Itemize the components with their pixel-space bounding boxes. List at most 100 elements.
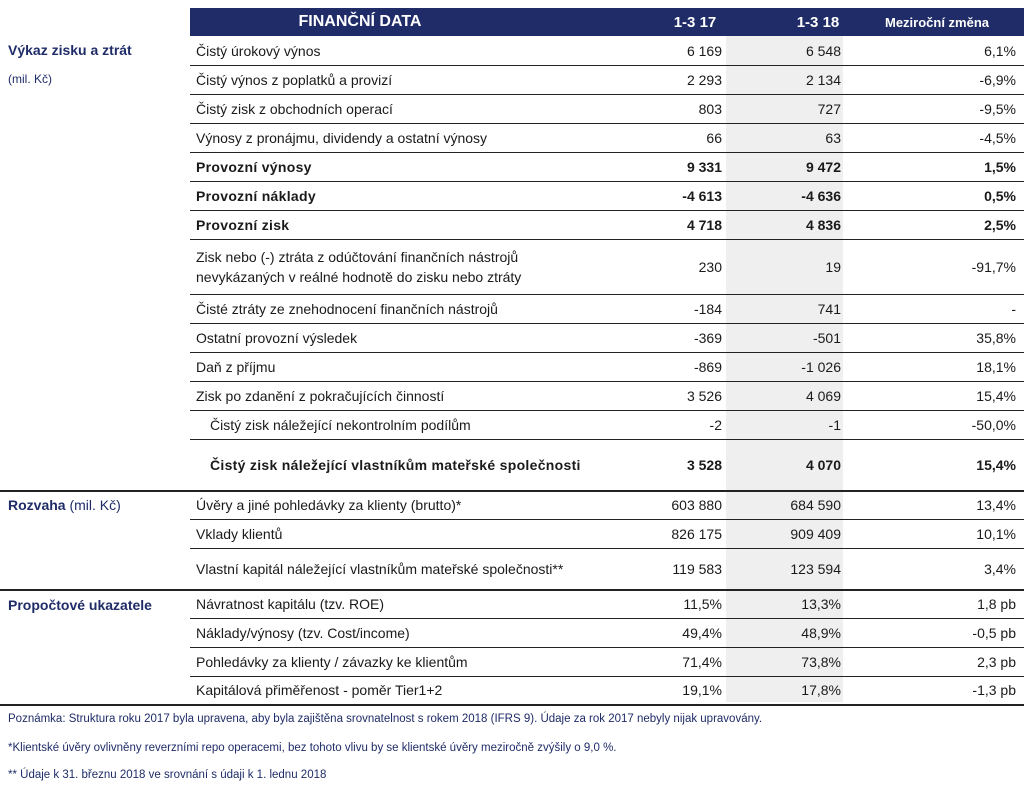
row-divider — [190, 352, 1024, 353]
value-change: -9,5% — [979, 100, 1016, 117]
header-title: FINANČNÍ DATA — [190, 8, 530, 36]
section-divider — [0, 490, 1024, 492]
value-2018: -501 — [812, 329, 841, 346]
table-row: Provozní náklady -4 613 -4 636 0,5% — [190, 181, 1024, 211]
value-change: 15,4% — [976, 387, 1016, 404]
section-pl-title: Výkaz zisku a ztrát — [8, 42, 132, 58]
value-2017: 230 — [698, 258, 722, 275]
value-2018: 63 — [825, 129, 841, 146]
value-2017: 3 526 — [686, 387, 722, 404]
value-2018: 9 472 — [805, 158, 841, 175]
value-2018: 2 134 — [805, 71, 841, 88]
table-row: Čistý výnos z poplatků a provizí 2 293 2 1… — [190, 65, 1024, 95]
value-change: 6,1% — [984, 42, 1016, 59]
value-2017: 6 169 — [686, 42, 722, 59]
value-2017: 4 718 — [686, 216, 722, 233]
row-divider — [190, 123, 1024, 124]
value-2018: 48,9% — [801, 624, 841, 641]
row-label: Provozní zisk — [196, 216, 290, 233]
value-change: 13,4% — [976, 496, 1016, 513]
value-2018: 684 590 — [790, 496, 841, 513]
table-row: Vlastní kapitál náležející vlastníkům ma… — [190, 548, 1024, 590]
table-row: Provozní výnosy 9 331 9 472 1,5% — [190, 152, 1024, 182]
section-bs-unit: (mil. Kč) — [69, 497, 121, 513]
table-row: Čistý úrokový výnos 6 169 6 548 6,1% — [190, 36, 1024, 66]
row-label: Zisk nebo (-) ztráta z odúčtování finanč… — [196, 248, 522, 285]
section-bs-title: Rozvaha (mil. Kč) — [8, 497, 121, 513]
table-row: Náklady/výnosy (tzv. Cost/income) 49,4% 48… — [190, 618, 1024, 648]
value-2017: 826 175 — [671, 525, 722, 542]
value-change: 18,1% — [976, 358, 1016, 375]
row-label: Ostatní provozní výsledek — [196, 329, 358, 346]
row-divider — [190, 210, 1024, 211]
value-change: -50,0% — [971, 416, 1016, 433]
value-change: -6,9% — [979, 71, 1016, 88]
value-change: 2,3 pb — [977, 653, 1016, 670]
value-change: -1,3 pb — [972, 682, 1016, 698]
row-divider — [190, 294, 1024, 295]
row-label: Zisk po zdanění z pokračujících činností — [196, 387, 445, 404]
row-label: Daň z příjmu — [196, 358, 276, 375]
value-change: 15,4% — [976, 456, 1016, 473]
row-divider — [190, 181, 1024, 182]
value-2018: 123 594 — [790, 560, 841, 577]
note-1: Poznámka: Struktura roku 2017 byla uprav… — [8, 713, 763, 725]
row-divider — [190, 239, 1024, 240]
value-2018: 73,8% — [801, 653, 841, 670]
value-2017: 49,4% — [682, 624, 722, 641]
value-2017: 3 528 — [686, 456, 722, 473]
note-3: ** Údaje k 31. březnu 2018 ve srovnání s… — [8, 769, 327, 781]
header-col-change: Meziroční změna — [862, 8, 1012, 36]
value-2017: -4 613 — [682, 187, 722, 204]
section-bs-name: Rozvaha — [8, 497, 66, 513]
value-2018: 4 070 — [805, 456, 841, 473]
value-2017: -369 — [693, 329, 722, 346]
value-2017: 11,5% — [683, 595, 722, 612]
value-change: 1,8 pb — [977, 595, 1016, 612]
col-2018-shade — [726, 36, 843, 702]
value-2018: 19 — [825, 258, 841, 275]
table-row: Zisk nebo (-) ztráta z odúčtování finanč… — [190, 239, 1024, 295]
table-row: Ostatní provozní výsledek -369 -501 35,8% — [190, 323, 1024, 353]
table-row: Kapitálová přiměřenost - poměr Tier1+2 19… — [190, 676, 1024, 705]
table-row: Pohledávky za klienty / závazky ke klien… — [190, 647, 1024, 677]
value-2017: 19,1% — [682, 682, 722, 698]
value-change: 2,5% — [984, 216, 1016, 233]
value-2017: 71,4% — [682, 653, 722, 670]
table-row: Výnosy z pronájmu, dividendy a ostatní v… — [190, 123, 1024, 153]
value-2018: -1 — [828, 416, 841, 433]
value-2018: -4 636 — [801, 187, 841, 204]
row-divider — [190, 323, 1024, 324]
row-divider — [190, 439, 1024, 440]
section-pl-unit: (mil. Kč) — [8, 72, 52, 86]
value-2018: 13,3% — [801, 595, 841, 612]
row-label: Výnosy z pronájmu, dividendy a ostatní v… — [196, 129, 488, 146]
value-2017: 2 293 — [686, 71, 722, 88]
row-divider — [190, 618, 1024, 619]
row-label: Provozní výnosy — [196, 158, 312, 175]
value-change: -91,7% — [971, 258, 1016, 275]
value-change: 10,1% — [976, 525, 1016, 542]
row-divider — [190, 676, 1024, 677]
table-row: Čistý zisk z obchodních operací 803 727 -9,… — [190, 94, 1024, 124]
table-row: Daň z příjmu -869 -1 026 18,1% — [190, 352, 1024, 382]
row-divider — [190, 548, 1024, 549]
value-change: 0,5% — [984, 187, 1016, 204]
value-change: 3,4% — [984, 560, 1016, 577]
value-2018: 741 — [817, 300, 841, 317]
row-label: Čisté ztráty ze znehodnocení finančních … — [196, 300, 498, 317]
value-2018: 6 548 — [805, 42, 841, 59]
value-2017: 119 583 — [672, 560, 722, 577]
value-change: - — [1011, 300, 1016, 317]
row-divider — [190, 152, 1024, 153]
value-2018: 909 409 — [790, 525, 841, 542]
value-2017: 66 — [706, 129, 722, 146]
value-2018: 727 — [817, 100, 841, 117]
row-label: Čistý zisk z obchodních operací — [196, 100, 393, 117]
value-change: 35,8% — [976, 329, 1016, 346]
row-label: Návratnost kapitálu (tzv. ROE) — [196, 595, 385, 612]
value-2018: 4 069 — [805, 387, 841, 404]
value-2017: 803 — [698, 100, 722, 117]
note-2: *Klientské úvěry ovlivněny reverzními re… — [8, 742, 617, 754]
row-label: Úvěry a jiné pohledávky za klienty (brut… — [196, 496, 462, 513]
